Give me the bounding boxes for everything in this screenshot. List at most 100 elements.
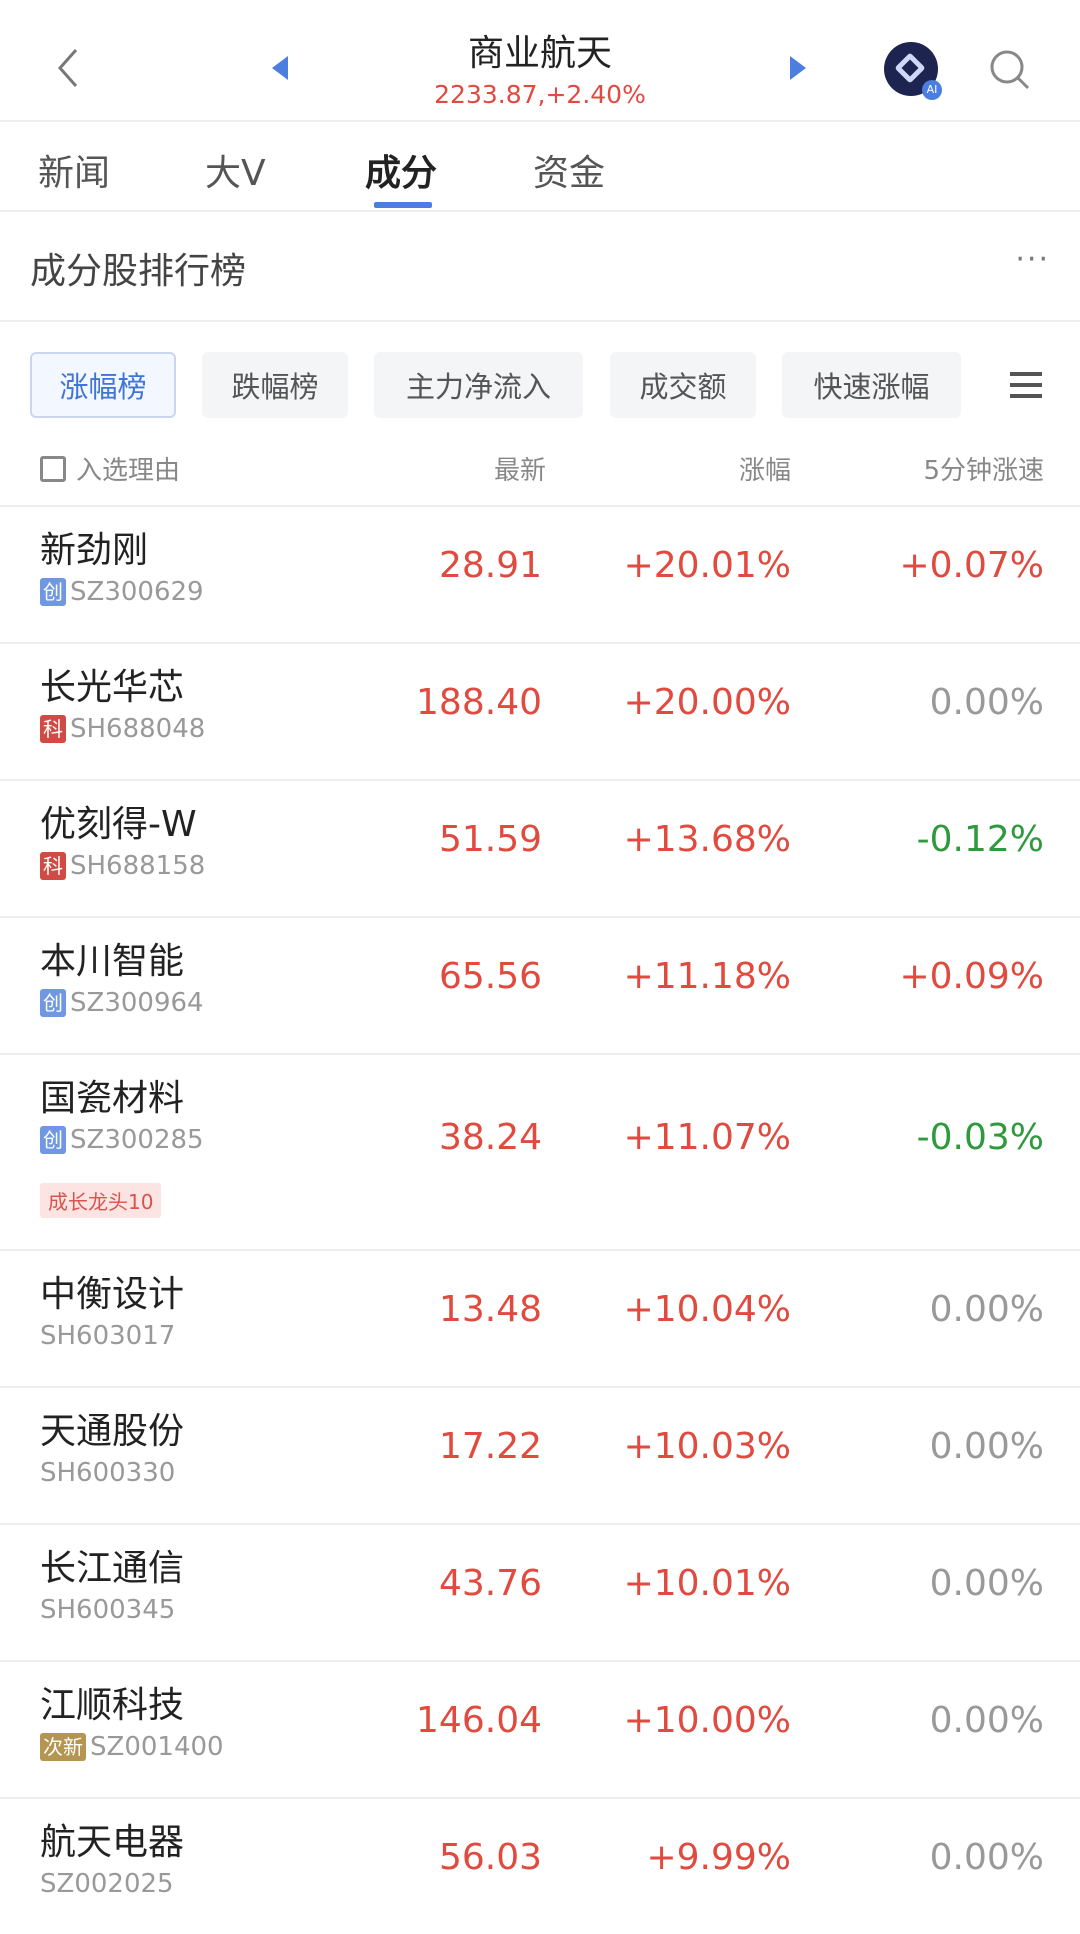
stock-code: SH600345 — [40, 1595, 176, 1625]
ai-badge: AI — [922, 80, 942, 100]
filter-turnover[interactable]: 成交额 — [610, 352, 756, 418]
stock-code-line: 创 SZ300629 — [40, 577, 204, 607]
5min-speed: 0.00% — [929, 1837, 1044, 1878]
stock-name: 长光华芯 — [40, 667, 185, 708]
price: 38.24 — [438, 1117, 542, 1158]
stock-name: 江顺科技 — [40, 1685, 185, 1726]
stock-code-line: 创 SZ300285 — [40, 1125, 204, 1155]
table-row[interactable]: 中衡设计 SH603017 13.48 +10.04% 0.00% — [0, 1249, 1080, 1386]
stock-code: SZ001400 — [90, 1732, 224, 1762]
stock-code-line: 创 SZ300964 — [40, 988, 204, 1018]
stock-code-line: SH600345 — [40, 1595, 175, 1625]
section-title: 成分股排行榜 — [30, 251, 247, 292]
stock-code: SZ300964 — [70, 988, 204, 1018]
board-badge: 次新 — [40, 1733, 86, 1761]
table-row[interactable]: 天通股份 SH600330 17.22 +10.03% 0.00% — [0, 1386, 1080, 1523]
tab-bar: 新闻 大V 成分 资金 — [0, 122, 1080, 212]
table-row[interactable]: 本川智能创 SZ300964 65.56 +11.18% +0.09% — [0, 916, 1080, 1053]
change-percent: +10.01% — [623, 1563, 791, 1604]
top-bar: 商业航天 2233.87,+2.40% AI — [0, 0, 1080, 122]
board-badge: 创 — [40, 989, 66, 1017]
stock-code-line: 次新 SZ001400 — [40, 1732, 224, 1762]
price: 146.04 — [416, 1700, 542, 1741]
price: 17.22 — [438, 1426, 542, 1467]
table-row[interactable]: 长光华芯科 SH688048 188.40 +20.00% 0.00% — [0, 642, 1080, 779]
5min-speed: 0.00% — [929, 1563, 1044, 1604]
price: 188.40 — [416, 682, 542, 723]
5min-speed: +0.09% — [899, 956, 1044, 997]
stock-code-line: SH603017 — [40, 1321, 175, 1351]
tab-big-v[interactable]: 大V — [205, 153, 266, 194]
stock-name: 国瓷材料 — [40, 1078, 185, 1119]
stock-code: SZ300629 — [70, 577, 204, 607]
filter-rapid-rise[interactable]: 快速涨幅 — [782, 352, 961, 418]
stock-name: 本川智能 — [40, 941, 185, 982]
board-badge: 科 — [40, 715, 66, 743]
filter-losers[interactable]: 跌幅榜 — [202, 352, 348, 418]
change-percent: +13.68% — [623, 819, 791, 860]
menu-icon[interactable] — [1010, 372, 1042, 398]
stock-name: 优刻得-W — [40, 804, 197, 845]
5min-speed: +0.07% — [899, 545, 1044, 586]
5min-speed: 0.00% — [929, 1700, 1044, 1741]
table-row[interactable]: 国瓷材料创 SZ300285 成长龙头10 38.24 +11.07% -0.03% — [0, 1053, 1080, 1249]
price: 56.03 — [438, 1837, 542, 1878]
tab-news[interactable]: 新闻 — [38, 153, 111, 194]
change-percent: +20.01% — [623, 545, 791, 586]
section-header: 成分股排行榜 ··· — [0, 212, 1080, 322]
column-reason: 入选理由 — [76, 456, 181, 486]
5min-speed: -0.03% — [916, 1117, 1044, 1158]
column-change[interactable]: 涨幅 — [738, 456, 791, 486]
board-badge: 科 — [40, 852, 66, 880]
price: 65.56 — [438, 956, 542, 997]
stock-code: SZ300285 — [70, 1125, 204, 1155]
filter-main-net-inflow[interactable]: 主力净流入 — [374, 352, 583, 418]
5min-speed: -0.12% — [916, 819, 1044, 860]
change-percent: +11.07% — [623, 1117, 791, 1158]
ai-assistant-icon[interactable]: AI — [884, 42, 942, 100]
stock-code-line: 科 SH688048 — [40, 714, 205, 744]
table-row[interactable]: 江顺科技次新 SZ001400 146.04 +10.00% 0.00% — [0, 1660, 1080, 1797]
change-percent: +10.04% — [623, 1289, 791, 1330]
stock-name: 新劲刚 — [40, 530, 149, 571]
index-quote: 2233.87,+2.40% — [434, 80, 646, 109]
5min-speed: 0.00% — [929, 1289, 1044, 1330]
filter-gainers[interactable]: 涨幅榜 — [30, 352, 176, 418]
table-row[interactable]: 长江通信 SH600345 43.76 +10.01% 0.00% — [0, 1523, 1080, 1660]
stock-code: SH600330 — [40, 1458, 176, 1488]
stock-tag: 成长龙头10 — [40, 1183, 162, 1218]
column-header: 入选理由 最新 涨幅 5分钟涨速 — [0, 450, 1080, 494]
stock-list: 新劲刚创 SZ300629 28.91 +20.01% +0.07% 长光华芯科 SH688… — [0, 505, 1080, 1934]
price: 13.48 — [438, 1289, 542, 1330]
5min-speed: 0.00% — [929, 1426, 1044, 1467]
stock-code: SH688158 — [70, 851, 206, 881]
back-icon[interactable] — [56, 48, 80, 88]
table-row[interactable]: 新劲刚创 SZ300629 28.91 +20.01% +0.07% — [0, 505, 1080, 642]
more-icon[interactable]: ··· — [1015, 242, 1050, 277]
stock-code: SZ002025 — [40, 1869, 174, 1899]
price: 43.76 — [438, 1563, 542, 1604]
stock-name: 天通股份 — [40, 1411, 185, 1452]
tab-constituents[interactable]: 成分 — [365, 153, 438, 194]
change-percent: +10.00% — [623, 1700, 791, 1741]
active-tab-indicator — [374, 202, 432, 208]
stock-name: 长江通信 — [40, 1548, 185, 1589]
column-price[interactable]: 最新 — [493, 456, 546, 486]
search-icon[interactable] — [988, 48, 1032, 92]
5min-speed: 0.00% — [929, 682, 1044, 723]
reason-checkbox[interactable] — [40, 456, 66, 482]
table-row[interactable]: 航天电器 SZ002025 56.03 +9.99% 0.00% — [0, 1797, 1080, 1934]
stock-code: SH688048 — [70, 714, 206, 744]
next-index-icon[interactable] — [790, 56, 806, 80]
previous-index-icon[interactable] — [272, 56, 288, 80]
table-row[interactable]: 优刻得-W 科 SH688158 51.59 +13.68% -0.12% — [0, 779, 1080, 916]
change-percent: +10.03% — [623, 1426, 791, 1467]
stock-code: SH603017 — [40, 1321, 176, 1351]
stock-code-line: SH600330 — [40, 1458, 175, 1488]
price: 51.59 — [438, 819, 542, 860]
board-badge: 创 — [40, 578, 66, 606]
change-percent: +20.00% — [623, 682, 791, 723]
column-5min-speed[interactable]: 5分钟涨速 — [923, 456, 1044, 486]
stock-code-line: 科 SH688158 — [40, 851, 205, 881]
tab-funds[interactable]: 资金 — [533, 153, 606, 194]
